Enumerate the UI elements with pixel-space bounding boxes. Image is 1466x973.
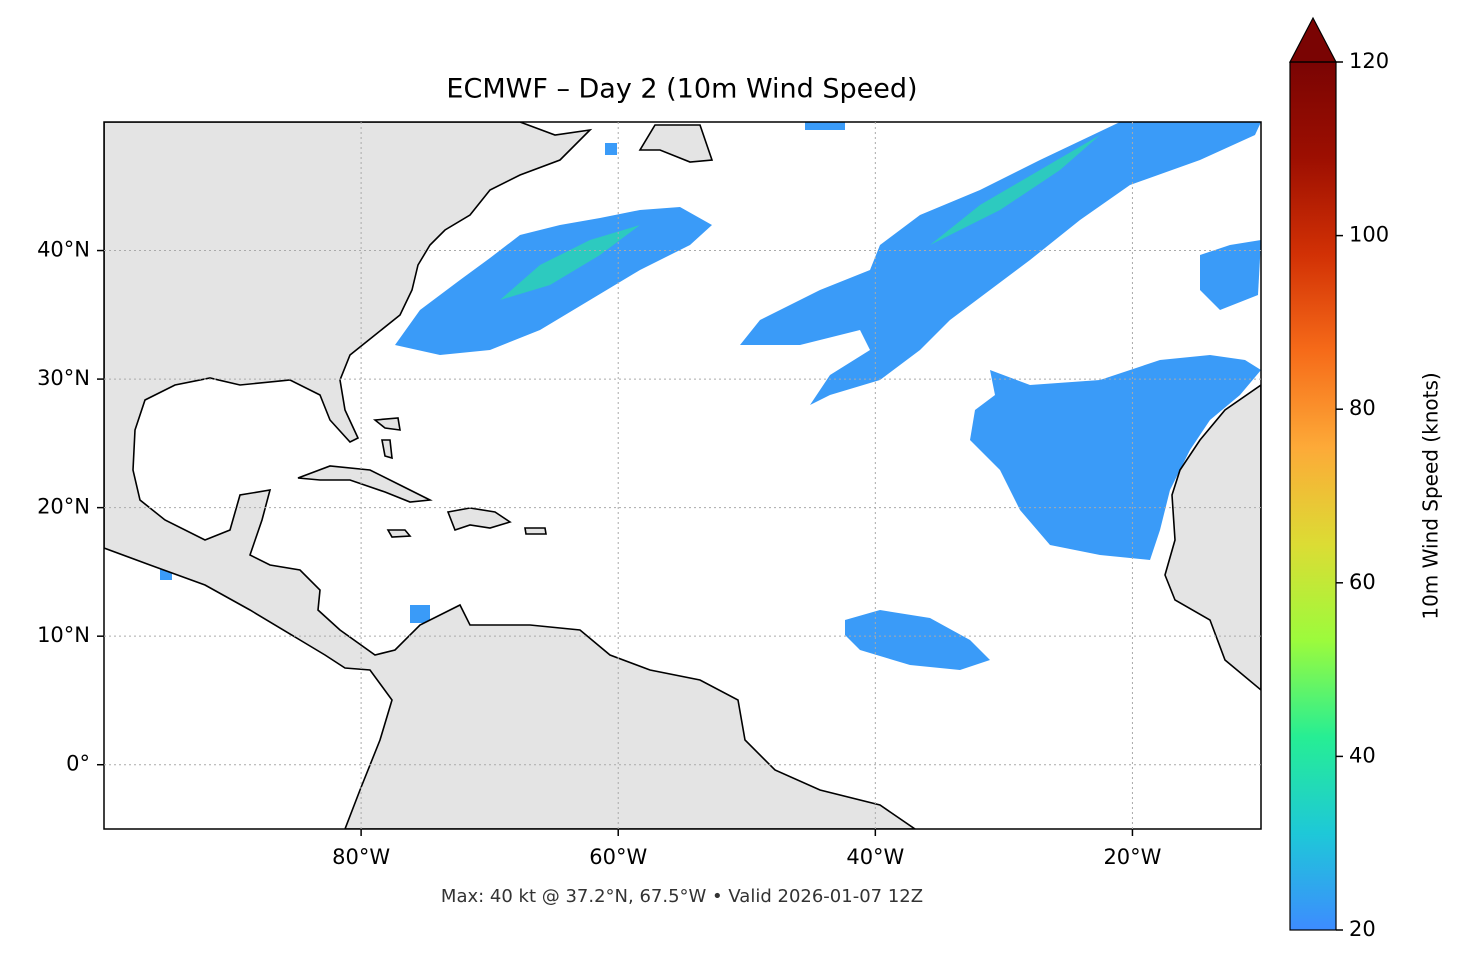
y-tick-label: 0°	[66, 752, 90, 776]
americas	[104, 122, 917, 829]
x-tick-label: 80°W	[332, 845, 390, 869]
map-layer	[104, 122, 1261, 829]
colorbar-tick-label: 20	[1349, 917, 1376, 941]
land	[104, 122, 1261, 829]
cuba	[297, 465, 433, 503]
jamaica	[386, 529, 412, 538]
hispaniola	[446, 507, 512, 531]
bahamas	[372, 417, 401, 460]
wind-area	[1200, 240, 1261, 310]
puerto-rico	[524, 527, 547, 535]
africa	[1164, 384, 1261, 692]
wind-core	[500, 225, 640, 300]
colorbar-tick-label: 60	[1349, 570, 1376, 594]
x-tick-label: 20°W	[1103, 845, 1161, 869]
y-tick-label: 40°N	[37, 238, 90, 262]
colorbar-label: 10m Wind Speed (knots)	[1419, 372, 1443, 619]
y-tick-label: 20°N	[37, 495, 90, 519]
y-tick-label: 30°N	[37, 366, 90, 390]
chart-title: ECMWF – Day 2 (10m Wind Speed)	[446, 74, 917, 105]
colorbar-frame	[1289, 61, 1337, 931]
wind-area	[805, 122, 845, 130]
wind-area	[410, 605, 430, 623]
newfoundland	[638, 124, 714, 163]
plot-frame	[103, 121, 1262, 830]
wind-core	[930, 135, 1100, 245]
colorbar-tick-label: 100	[1349, 223, 1389, 247]
y-tick-label: 10°N	[37, 623, 90, 647]
wind-area	[605, 143, 617, 155]
colorbar-tick-label: 80	[1349, 396, 1376, 420]
x-tick-label: 60°W	[589, 845, 647, 869]
colorbar-extension	[1289, 16, 1337, 63]
wind-areas	[160, 122, 1261, 670]
colorbar-tick-label: 120	[1349, 49, 1389, 73]
wind-area	[845, 610, 990, 670]
wind-area	[740, 122, 1261, 405]
x-tick-label: 40°W	[846, 845, 904, 869]
wind-area	[970, 355, 1261, 560]
caption: Max: 40 kt @ 37.2°N, 67.5°W • Valid 2026…	[441, 886, 923, 907]
colorbar-tick-label: 40	[1349, 743, 1376, 767]
colorbar	[1290, 62, 1336, 930]
